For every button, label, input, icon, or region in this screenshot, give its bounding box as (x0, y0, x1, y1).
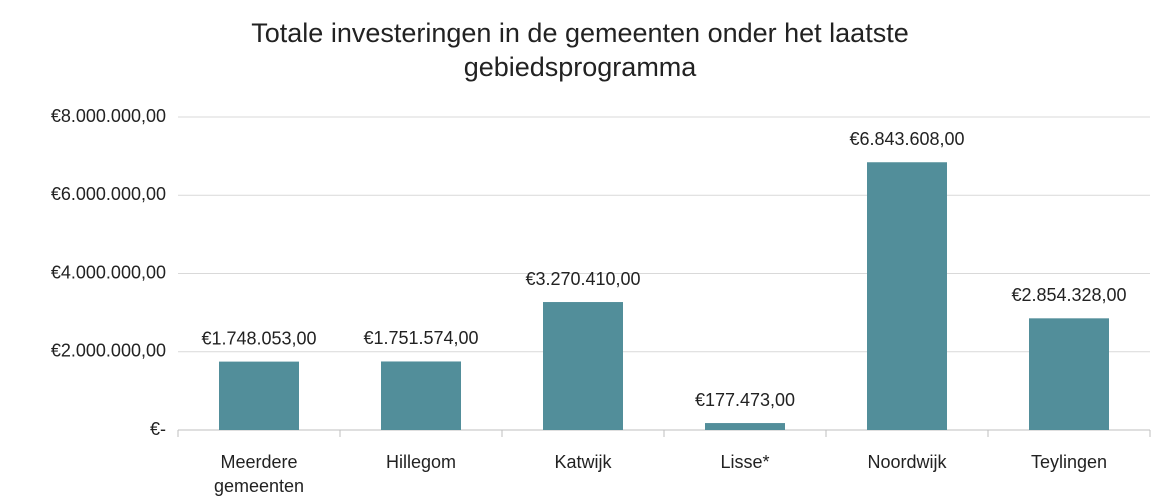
y-tick-label: €4.000.000,00 (51, 262, 166, 282)
data-label: €2.854.328,00 (1011, 285, 1126, 305)
bar (705, 423, 785, 430)
x-tick-label: Noordwijk (867, 452, 947, 472)
x-tick-label: Lisse* (720, 452, 770, 472)
x-tick-label: Hillegom (385, 452, 457, 472)
x-tick-label: Teylingen (1030, 452, 1108, 472)
bar (381, 361, 461, 430)
chart-title: Totale investeringen in de gemeenten ond… (251, 18, 909, 82)
y-tick-label: €8.000.000,00 (51, 106, 166, 126)
y-tick-label: €2.000.000,00 (51, 341, 166, 361)
bar (1029, 318, 1109, 430)
data-label: €6.843.608,00 (849, 129, 964, 149)
y-tick-label: €6.000.000,00 (51, 184, 166, 204)
data-label: €1.748.053,00 (201, 328, 316, 348)
bar (219, 361, 299, 430)
x-tick-label: Katwijk (554, 452, 612, 472)
data-label: €1.751.574,00 (363, 328, 478, 348)
bar (543, 302, 623, 430)
y-tick-label: €- (150, 419, 166, 439)
bar (867, 162, 947, 430)
x-tick-label: Meerdere gemeenten (213, 452, 305, 496)
data-label: €3.270.410,00 (525, 269, 640, 289)
data-label: €177.473,00 (695, 390, 795, 410)
